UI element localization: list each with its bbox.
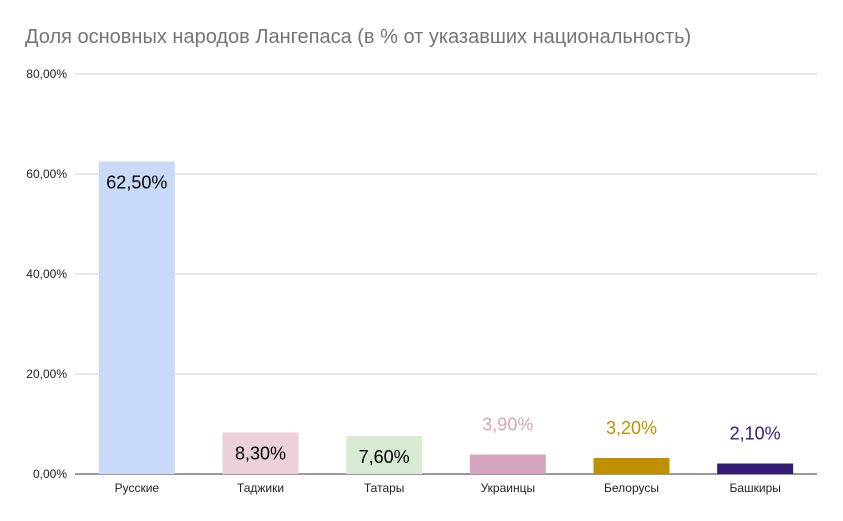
y-tick-label: 20,00%: [26, 367, 67, 381]
data-label: 7,60%: [359, 447, 410, 467]
bar-4: [593, 458, 670, 474]
data-label: 3,90%: [482, 415, 533, 435]
y-tick-label: 80,00%: [26, 67, 67, 81]
data-label: 3,20%: [606, 418, 657, 438]
bar-2: [346, 436, 423, 474]
y-tick-label: 40,00%: [26, 267, 67, 281]
x-tick-label: Башкиры: [729, 481, 780, 495]
x-tick-label: Белорусы: [604, 481, 659, 495]
chart-title: Доля основных народов Лангепаса (в % от …: [25, 26, 692, 48]
data-label: 2,10%: [730, 424, 781, 444]
x-tick-label: Таджики: [237, 481, 284, 495]
data-label: 62,50%: [106, 173, 167, 193]
bar-1: [222, 432, 299, 474]
x-tick-label: Украинцы: [481, 481, 536, 495]
bar-0: [98, 161, 175, 474]
y-tick-label: 0,00%: [33, 467, 67, 481]
x-tick-label: Русские: [115, 481, 160, 495]
bar-5: [717, 463, 794, 474]
x-tick-label: Татары: [364, 481, 405, 495]
data-label: 8,30%: [235, 444, 286, 464]
bar-3: [469, 454, 546, 474]
y-tick-label: 60,00%: [26, 167, 67, 181]
